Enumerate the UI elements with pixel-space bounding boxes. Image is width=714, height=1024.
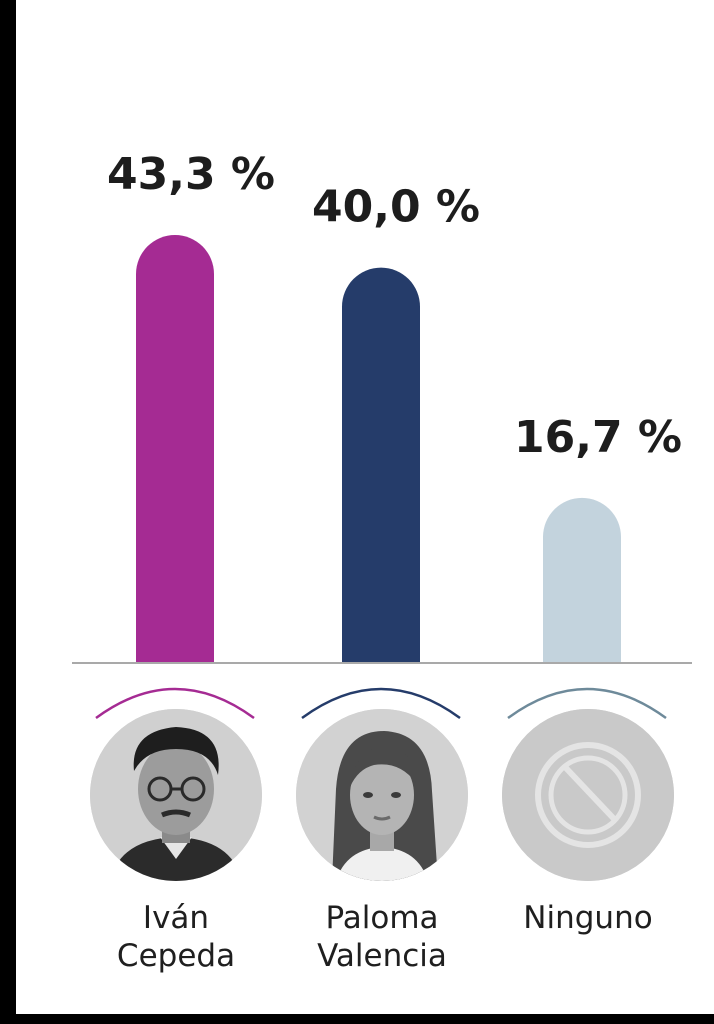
- avatar-paloma-valencia: [296, 709, 468, 881]
- candidate-arc: [507, 687, 667, 720]
- none-symbol-icon: [502, 709, 674, 881]
- value-label: 16,7 %: [514, 412, 682, 463]
- value-label: 43,3 %: [107, 149, 275, 200]
- value-label: 40,0 %: [312, 182, 480, 233]
- bar-chart: 43,3 % 40,0 % 16,7 %: [72, 149, 692, 720]
- person-portrait-icon: [90, 709, 262, 881]
- candidate-arc: [95, 687, 255, 720]
- person-portrait-icon: [296, 709, 468, 881]
- chart-panel: 43,3 % 40,0 % 16,7 %: [16, 0, 714, 1014]
- candidate-arc: [301, 687, 461, 720]
- candidate-name-line: Valencia: [317, 938, 447, 974]
- bar-group: [136, 235, 621, 663]
- bar: [136, 235, 214, 663]
- value-label-group: 43,3 % 40,0 % 16,7 %: [107, 149, 682, 463]
- candidate-name-line: Iván: [142, 900, 210, 936]
- avatar-ninguno: [502, 709, 674, 881]
- accent-arcs: [95, 687, 667, 720]
- candidate-name-line: Ninguno: [523, 900, 653, 936]
- avatar-ivan-cepeda: [90, 709, 262, 881]
- candidate-name-ivan-cepeda: Iván Cepeda: [76, 899, 276, 975]
- bar: [342, 267, 420, 663]
- bar: [543, 497, 621, 663]
- candidate-name-paloma-valencia: Paloma Valencia: [282, 899, 482, 975]
- candidate-name-ninguno: Ninguno: [488, 899, 688, 937]
- candidate-name-line: Paloma: [325, 900, 439, 936]
- candidate-name-line: Cepeda: [116, 938, 236, 974]
